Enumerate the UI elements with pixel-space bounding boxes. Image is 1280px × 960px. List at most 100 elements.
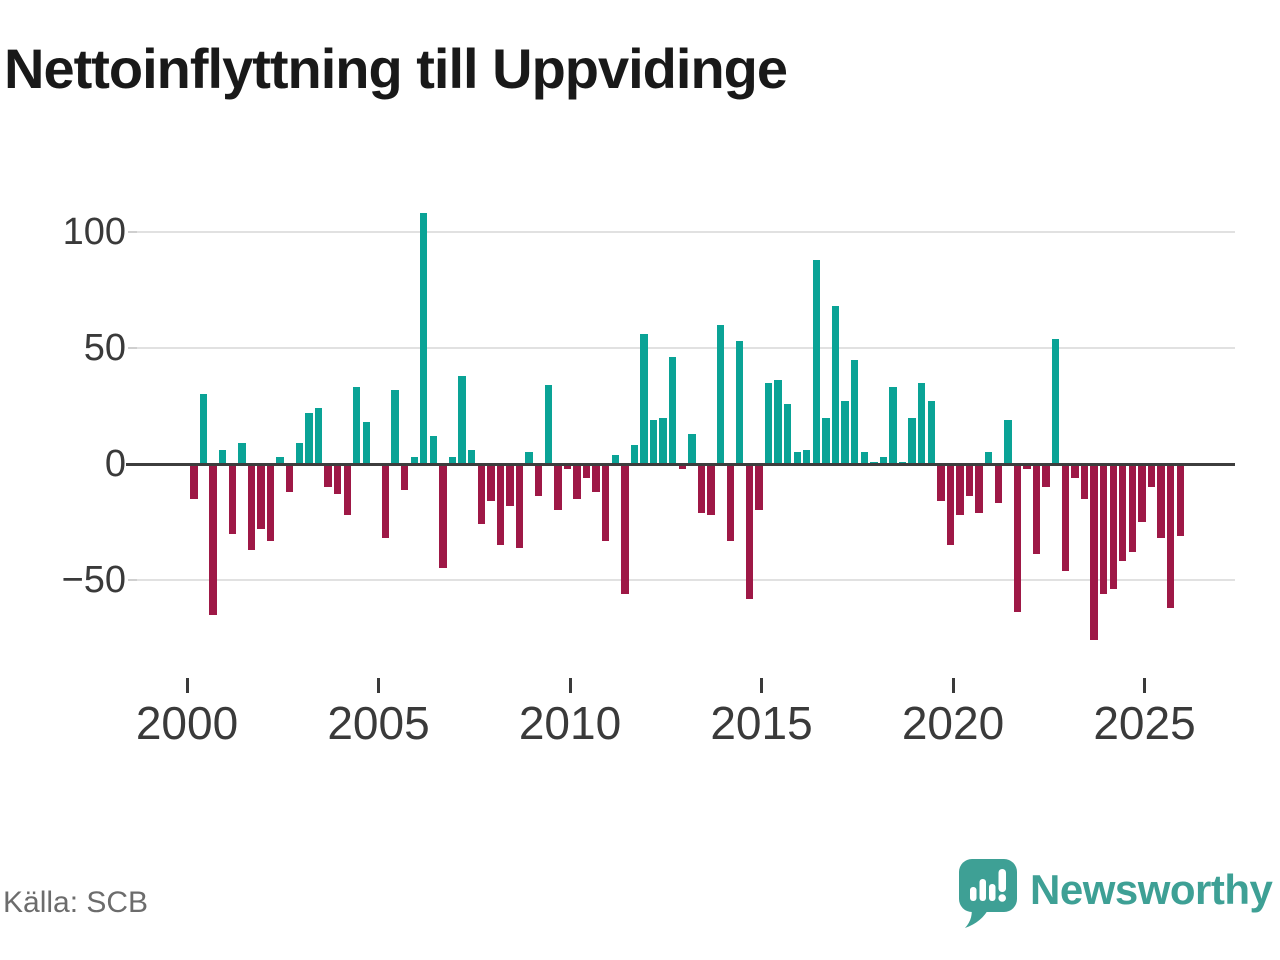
- bar: [659, 417, 667, 464]
- bar: [1176, 464, 1184, 536]
- bar: [745, 464, 754, 599]
- gridline: [137, 579, 1235, 581]
- x-axis-tick: [185, 678, 189, 693]
- bar: [621, 464, 629, 594]
- x-axis-tick: [1143, 678, 1146, 693]
- bar: [439, 464, 447, 569]
- bar: [477, 464, 485, 525]
- bar: [783, 403, 792, 464]
- brand-name: Newsworthy: [1030, 866, 1273, 913]
- bar: [841, 401, 849, 464]
- bar: [582, 464, 591, 478]
- bar: [247, 464, 256, 550]
- bar: [774, 380, 782, 464]
- bar: [1013, 464, 1022, 613]
- bar: [764, 382, 773, 464]
- x-axis-tick-label: 2015: [710, 697, 813, 749]
- bar: [1157, 464, 1165, 539]
- bar: [1099, 464, 1108, 594]
- x-axis-tick: [377, 678, 380, 693]
- bar: [554, 464, 562, 511]
- bar: [305, 412, 313, 464]
- bar: [937, 464, 945, 502]
- bar: [467, 450, 476, 464]
- y-axis-tick-label: −50: [61, 559, 126, 601]
- source-label: Källa: SCB: [3, 886, 149, 919]
- bar: [707, 464, 715, 516]
- bar: [755, 464, 763, 511]
- bar: [1138, 464, 1146, 522]
- chart-title: Nettoinflyttning till Uppvidinge: [4, 37, 788, 100]
- bar: [956, 464, 964, 516]
- bar: [975, 464, 983, 513]
- zero-line: [126, 462, 1235, 466]
- bar: [831, 306, 840, 464]
- bar: [611, 454, 619, 464]
- bar: [448, 457, 457, 464]
- y-axis-tick-label: 100: [62, 211, 126, 253]
- x-axis-tick-label: 2010: [518, 697, 622, 749]
- y-axis-tick-label: 0: [104, 443, 126, 485]
- bar: [420, 213, 428, 464]
- gridline: [137, 231, 1235, 233]
- bar: [812, 259, 821, 464]
- bar: [726, 464, 734, 541]
- bar: [458, 375, 466, 464]
- bar: [266, 464, 275, 541]
- bar: [640, 334, 648, 464]
- bar: [506, 464, 514, 506]
- bar: [736, 341, 744, 464]
- bar: [918, 382, 926, 464]
- bar: [669, 357, 677, 464]
- x-axis-tick-label: 2000: [135, 697, 239, 749]
- gridline-stub: [128, 579, 137, 581]
- bar: [946, 464, 955, 546]
- bar: [257, 464, 265, 529]
- bar: [965, 464, 974, 497]
- bar: [295, 443, 304, 464]
- bar: [219, 450, 227, 464]
- brand-logo: Newsworthy: [958, 858, 1278, 933]
- bar: [678, 464, 687, 469]
- bar: [238, 443, 246, 464]
- bar: [803, 450, 811, 464]
- bar: [333, 464, 342, 495]
- bar: [487, 464, 495, 502]
- bar: [630, 445, 639, 464]
- bar: [889, 387, 897, 464]
- bar: [822, 417, 830, 464]
- bar: [228, 464, 236, 534]
- bar: [381, 464, 390, 539]
- bar: [573, 464, 581, 499]
- bar: [324, 464, 332, 488]
- bar: [199, 394, 208, 464]
- bar: [515, 464, 524, 548]
- bar: [1032, 464, 1041, 555]
- bar: [362, 422, 371, 464]
- x-axis-tick: [568, 678, 572, 693]
- bar: [602, 464, 610, 541]
- bar: [525, 452, 533, 464]
- bar: [927, 401, 935, 464]
- bar: [985, 452, 993, 464]
- bar: [276, 457, 284, 464]
- bar: [1052, 338, 1060, 464]
- bar: [1109, 464, 1117, 590]
- bar: [860, 452, 868, 464]
- gridline-stub: [128, 231, 137, 233]
- bar: [1128, 464, 1137, 553]
- x-axis-tick: [760, 678, 763, 693]
- bar: [592, 464, 600, 492]
- bar: [1166, 464, 1175, 608]
- bar: [1042, 464, 1050, 488]
- y-axis-tick-label: 50: [83, 327, 126, 369]
- bar: [429, 436, 438, 464]
- bar: [908, 417, 916, 464]
- bar: [994, 464, 1002, 504]
- bar: [400, 464, 409, 490]
- bar: [535, 464, 543, 497]
- bar: [793, 452, 801, 464]
- bar: [1119, 464, 1127, 562]
- bar: [1080, 464, 1089, 499]
